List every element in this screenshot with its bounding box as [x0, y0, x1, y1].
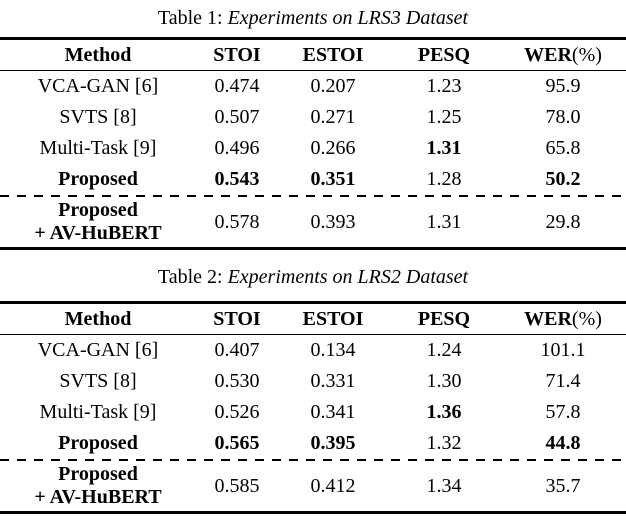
cell-stoi: 0.407 — [214, 339, 260, 362]
cell-stoi: 0.526 — [214, 401, 260, 423]
results-table-lrs3: Method STOI ESTOI PESQ WER(%) VCA-GAN [6… — [0, 37, 626, 250]
table2-caption: Table 2: Experiments on LRS2 Dataset — [0, 265, 626, 289]
cell-estoi: 0.134 — [310, 339, 356, 362]
table-row: Proposed 0.543 0.351 1.28 50.2 — [0, 164, 626, 195]
cell-pesq: 1.34 — [426, 474, 462, 497]
col-header-estoi: ESTOI — [278, 37, 388, 71]
cell-pesq: 1.31 — [426, 210, 462, 233]
table2-caption-label: Table 2: — [157, 266, 223, 288]
wer-unit: (%) — [571, 44, 602, 66]
cell-wer: 50.2 — [545, 168, 581, 190]
cell-method: Proposed + AV-HuBERT — [0, 197, 196, 249]
cell-pesq: 1.36 — [426, 401, 462, 423]
col-header-stoi: STOI — [196, 37, 278, 71]
table1-caption-title: Experiments on LRS3 Dataset — [227, 7, 469, 29]
method-line2: + AV-HuBERT — [34, 221, 162, 244]
cell-wer: 44.8 — [545, 432, 581, 454]
cell-stoi: 0.543 — [214, 168, 260, 190]
cell-wer: 71.4 — [545, 370, 581, 392]
cell-wer: 78.0 — [545, 106, 581, 128]
cell-method: Proposed — [58, 168, 138, 190]
table1-caption: Table 1: Experiments on LRS3 Dataset — [0, 6, 626, 30]
table-row: SVTS [8] 0.530 0.331 1.30 71.4 — [0, 366, 626, 397]
cell-estoi: 0.412 — [310, 474, 356, 497]
cell-wer: 57.8 — [545, 401, 581, 423]
table1-caption-label: Table 1: — [157, 7, 223, 29]
cell-method: SVTS [8] — [59, 106, 137, 128]
cell-method: Proposed — [58, 432, 138, 454]
cell-wer: 29.8 — [545, 210, 581, 233]
col-header-stoi: STOI — [196, 301, 278, 335]
cell-pesq: 1.23 — [426, 75, 462, 98]
col-header-method: Method — [0, 37, 196, 71]
cell-estoi: 0.351 — [310, 168, 356, 190]
method-line2: + AV-HuBERT — [34, 485, 162, 508]
cell-stoi: 0.507 — [214, 106, 260, 128]
method-line1: Proposed — [58, 463, 138, 486]
table-row: Proposed + AV-HuBERT 0.585 0.412 1.34 35… — [0, 461, 626, 513]
table-row: Proposed + AV-HuBERT 0.578 0.393 1.31 29… — [0, 197, 626, 249]
table1-header-row: Method STOI ESTOI PESQ WER(%) — [0, 37, 626, 71]
cell-estoi: 0.341 — [310, 401, 356, 423]
cell-wer: 65.8 — [545, 137, 581, 159]
cell-wer: 35.7 — [545, 474, 581, 497]
wer-label: WER — [524, 308, 572, 330]
cell-method: VCA-GAN [6] — [37, 75, 159, 98]
method-line1: Proposed — [58, 199, 138, 222]
col-header-pesq: PESQ — [388, 37, 500, 71]
cell-wer: 95.9 — [545, 75, 581, 98]
table2-header-row: Method STOI ESTOI PESQ WER(%) — [0, 301, 626, 335]
col-header-estoi: ESTOI — [278, 301, 388, 335]
col-header-pesq: PESQ — [388, 301, 500, 335]
cell-estoi: 0.393 — [310, 210, 356, 233]
cell-stoi: 0.565 — [214, 432, 260, 454]
cell-stoi: 0.585 — [214, 474, 260, 497]
cell-pesq: 1.28 — [426, 168, 462, 190]
table-row: VCA-GAN [6] 0.407 0.134 1.24 101.1 — [0, 335, 626, 366]
cell-wer: 101.1 — [540, 339, 586, 362]
cell-pesq: 1.25 — [426, 106, 462, 128]
cell-method: Multi-Task [9] — [39, 401, 157, 423]
wer-label: WER — [524, 44, 572, 66]
dashed-separator — [0, 194, 626, 197]
cell-pesq: 1.31 — [426, 137, 462, 159]
results-table-lrs2: Method STOI ESTOI PESQ WER(%) VCA-GAN [6… — [0, 301, 626, 514]
cell-stoi: 0.530 — [214, 370, 260, 392]
cell-pesq: 1.30 — [426, 370, 462, 392]
dashed-separator — [0, 458, 626, 461]
cell-method: VCA-GAN [6] — [37, 339, 159, 362]
cell-estoi: 0.395 — [310, 432, 356, 454]
cell-method: Multi-Task [9] — [39, 137, 157, 159]
cell-estoi: 0.266 — [310, 137, 356, 159]
cell-stoi: 0.578 — [214, 210, 260, 233]
col-header-wer: WER(%) — [500, 37, 626, 71]
table-row: Proposed 0.565 0.395 1.32 44.8 — [0, 428, 626, 459]
table-row: VCA-GAN [6] 0.474 0.207 1.23 95.9 — [0, 71, 626, 102]
cell-pesq: 1.32 — [426, 432, 462, 454]
cell-estoi: 0.271 — [310, 106, 356, 128]
col-header-method: Method — [0, 301, 196, 335]
cell-method: Proposed + AV-HuBERT — [0, 461, 196, 513]
wer-unit: (%) — [571, 308, 602, 330]
table-row: Multi-Task [9] 0.496 0.266 1.31 65.8 — [0, 133, 626, 164]
table2-caption-title: Experiments on LRS2 Dataset — [227, 266, 469, 288]
dashed-rule — [0, 458, 626, 461]
cell-estoi: 0.207 — [310, 75, 356, 98]
cell-estoi: 0.331 — [310, 370, 356, 392]
cell-pesq: 1.24 — [426, 339, 462, 362]
cell-stoi: 0.496 — [214, 137, 260, 159]
cell-stoi: 0.474 — [214, 75, 260, 98]
dashed-rule — [0, 194, 626, 197]
table-row: Multi-Task [9] 0.526 0.341 1.36 57.8 — [0, 397, 626, 428]
cell-method: SVTS [8] — [59, 370, 137, 392]
table-row: SVTS [8] 0.507 0.271 1.25 78.0 — [0, 102, 626, 133]
col-header-wer: WER(%) — [500, 301, 626, 335]
